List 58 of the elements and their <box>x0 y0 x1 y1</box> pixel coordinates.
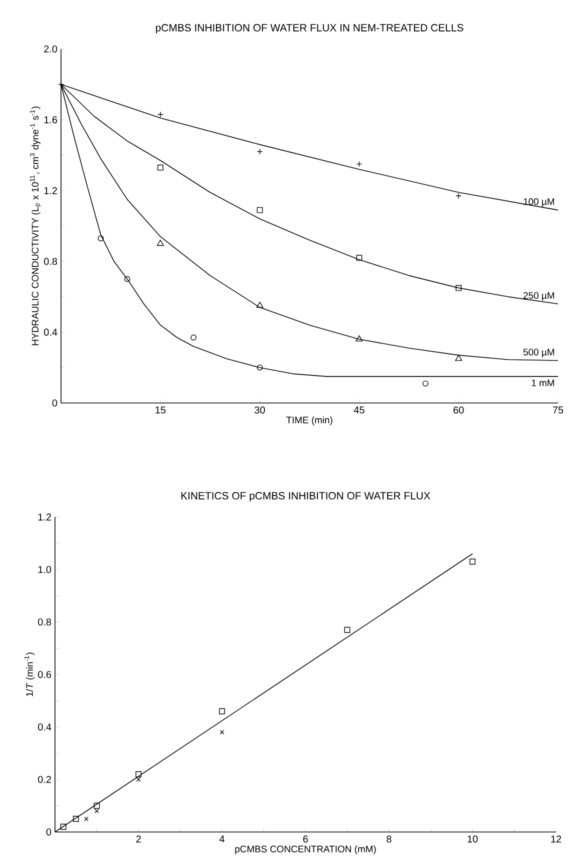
y-tick-label: 1.2 <box>44 187 57 194</box>
x-tick-label: 2 <box>136 836 141 842</box>
point <box>94 808 99 814</box>
y-tick-label: 1.0 <box>38 566 52 574</box>
point <box>156 240 164 246</box>
x-tick-label: 45 <box>354 406 364 414</box>
series-label: 100 µM <box>524 198 554 207</box>
chart-title: KINETICS OF pCMBS INHIBITION OF WATER FLUX <box>181 492 430 502</box>
point <box>456 284 462 291</box>
x-axis-title: TIME (min) <box>286 416 332 426</box>
point <box>190 334 196 340</box>
y-axis-title: 1/T (min$^{-1}$) <box>24 652 35 696</box>
y-tick-label: 0.8 <box>38 618 52 626</box>
y-tick-label: 0 <box>46 828 52 836</box>
point <box>220 730 224 734</box>
y-tick-label: 0 <box>52 399 58 407</box>
y-tick-label: 0.4 <box>38 723 52 731</box>
x-axis-title: pCMBS CONCENTRATION (mM) <box>235 845 376 854</box>
x-tick-label: 12 <box>551 836 562 842</box>
x-tick-label: 60 <box>454 406 464 414</box>
point <box>256 207 263 214</box>
x-tick-label: 10 <box>468 836 478 843</box>
point <box>98 235 104 242</box>
point <box>72 816 79 822</box>
x-tick-label: 75 <box>552 406 564 414</box>
point <box>455 354 462 361</box>
series-label: 1 mM <box>532 380 554 386</box>
x-tick-label: 4 <box>219 836 224 842</box>
point <box>60 824 66 830</box>
y-tick-label: 0.6 <box>38 670 52 678</box>
y-tick-label: 2.0 <box>44 45 58 53</box>
point <box>422 380 428 386</box>
x-tick-label: 30 <box>254 406 265 414</box>
series-label: 500 µM <box>523 348 554 358</box>
x-tick-label: 6 <box>303 836 308 843</box>
point <box>356 254 362 261</box>
y-tick-label: 1.2 <box>38 514 51 520</box>
point <box>256 302 264 308</box>
chart-title: pCMBS INHIBITION OF WATER FLUX IN NEM-TREATED CELLS <box>156 24 464 34</box>
point <box>344 626 350 633</box>
point <box>356 335 363 342</box>
y-tick-label: 0.8 <box>44 258 58 265</box>
point <box>124 276 130 282</box>
x-tick-label: 15 <box>156 406 166 414</box>
y-tick-label: 0.4 <box>44 328 58 336</box>
x-tick-label: 8 <box>386 836 392 843</box>
series-label: 250 µM <box>524 292 554 301</box>
point <box>157 164 164 171</box>
point <box>94 802 100 809</box>
point <box>470 558 476 565</box>
point <box>136 771 142 778</box>
y-tick-label: 1.6 <box>44 116 58 124</box>
y-tick-label: 0.2 <box>38 776 51 784</box>
text: HYDRAULIC CONDUCTIVITY (L$_{p}$ x 10$^{11}$, cm$^{3}$ dyne$^{-1}$ s$^{-1}$) <box>30 106 41 346</box>
point <box>256 364 263 371</box>
point <box>136 777 141 782</box>
point <box>84 816 88 822</box>
point <box>219 708 225 714</box>
